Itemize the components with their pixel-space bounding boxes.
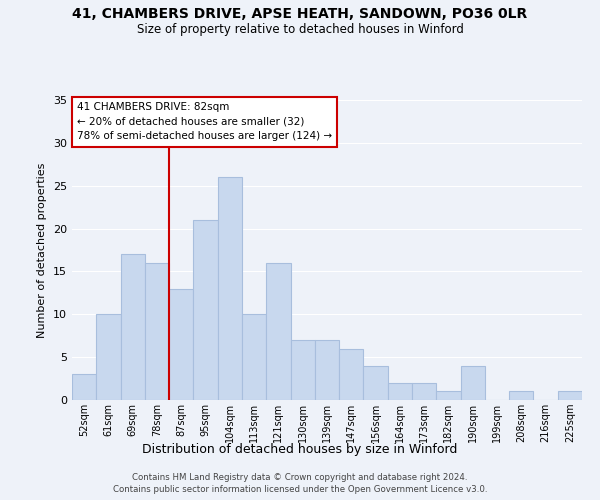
Text: Size of property relative to detached houses in Winford: Size of property relative to detached ho… [137, 22, 463, 36]
Text: 41, CHAMBERS DRIVE, APSE HEATH, SANDOWN, PO36 0LR: 41, CHAMBERS DRIVE, APSE HEATH, SANDOWN,… [73, 8, 527, 22]
Bar [242, 314, 266, 400]
Bar [121, 254, 145, 400]
Bar [388, 383, 412, 400]
Bar [290, 340, 315, 400]
Bar [96, 314, 121, 400]
Bar [364, 366, 388, 400]
Text: Distribution of detached houses by size in Winford: Distribution of detached houses by size … [142, 442, 458, 456]
Bar [436, 392, 461, 400]
Bar [169, 288, 193, 400]
Bar [193, 220, 218, 400]
Bar [558, 392, 582, 400]
Text: Contains HM Land Registry data © Crown copyright and database right 2024.: Contains HM Land Registry data © Crown c… [132, 472, 468, 482]
Bar [145, 263, 169, 400]
Bar [461, 366, 485, 400]
Bar [509, 392, 533, 400]
Y-axis label: Number of detached properties: Number of detached properties [37, 162, 47, 338]
Bar [339, 348, 364, 400]
Text: Contains public sector information licensed under the Open Government Licence v3: Contains public sector information licen… [113, 485, 487, 494]
Bar [412, 383, 436, 400]
Text: 41 CHAMBERS DRIVE: 82sqm
← 20% of detached houses are smaller (32)
78% of semi-d: 41 CHAMBERS DRIVE: 82sqm ← 20% of detach… [77, 102, 332, 141]
Bar [72, 374, 96, 400]
Bar [218, 177, 242, 400]
Bar [315, 340, 339, 400]
Bar [266, 263, 290, 400]
